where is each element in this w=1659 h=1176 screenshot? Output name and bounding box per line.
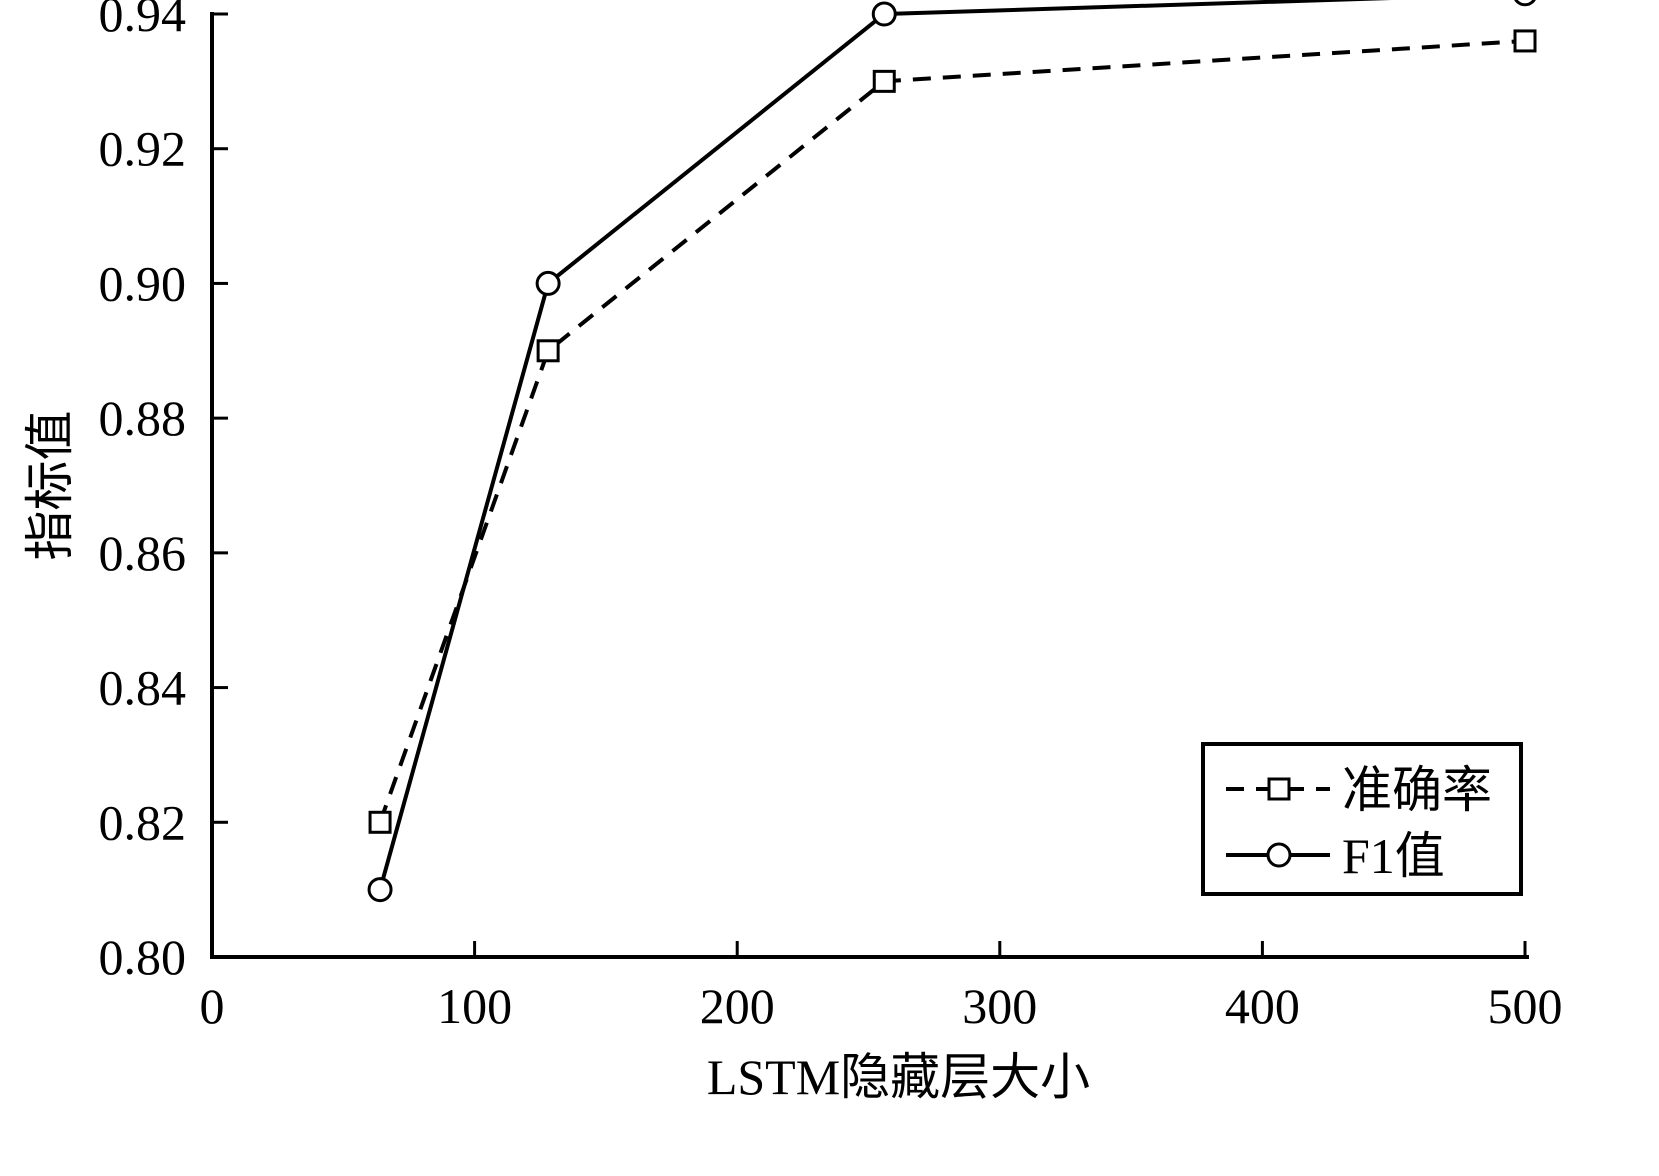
legend-label: F1值: [1342, 828, 1445, 884]
square-marker: [1513, 29, 1537, 53]
line-chart: 0 100 200 300 400 500 0.80 0.82 0.84 0.86 0.88 0.90…: [22, 0, 1563, 1105]
y-tick-label: 0.82: [99, 794, 187, 850]
legend-label: 准确率: [1342, 762, 1492, 818]
square-marker: [536, 339, 560, 363]
x-tick-label: 400: [1225, 978, 1300, 1034]
y-tick-label: 0.88: [99, 390, 187, 446]
square-marker: [368, 810, 392, 834]
x-tick-label: 100: [437, 978, 512, 1034]
circle-marker: [367, 877, 393, 903]
x-axis-title: LSTM隐藏层大小: [707, 1049, 1090, 1105]
x-tick-label: 200: [700, 978, 775, 1034]
x-tick-label: 500: [1488, 978, 1563, 1034]
circle-marker: [1514, 0, 1536, 7]
series-0: [368, 29, 1537, 834]
legend-box: [1201, 742, 1523, 896]
x-tick-label: 0: [200, 978, 225, 1034]
y-tick-label: 0.84: [99, 660, 187, 716]
x-tick-label: 300: [962, 978, 1037, 1034]
y-axis-title: 指标值: [22, 411, 78, 561]
axes: 0 100 200 300 400 500 0.80 0.82 0.84 0.86 0.88 0.90…: [99, 0, 1563, 1034]
circle-marker: [871, 1, 897, 27]
y-tick-label: 0.86: [99, 525, 187, 581]
series-line-0: [378, 38, 1526, 823]
series-layer: [367, 0, 1537, 903]
y-tick-label: 0.94: [99, 0, 187, 42]
legend: 准确率 F1值: [1201, 742, 1523, 896]
series-line-1: [378, 0, 1392, 891]
circle-marker: [535, 270, 561, 296]
legend-square-marker: [1267, 777, 1291, 801]
square-marker: [872, 69, 896, 93]
y-tick-label: 0.90: [99, 255, 187, 311]
legend-circle-marker: [1266, 842, 1292, 868]
series-1: [367, 0, 1536, 903]
y-tick-label: 0.80: [99, 929, 187, 985]
y-tick-label: 0.92: [99, 121, 187, 177]
